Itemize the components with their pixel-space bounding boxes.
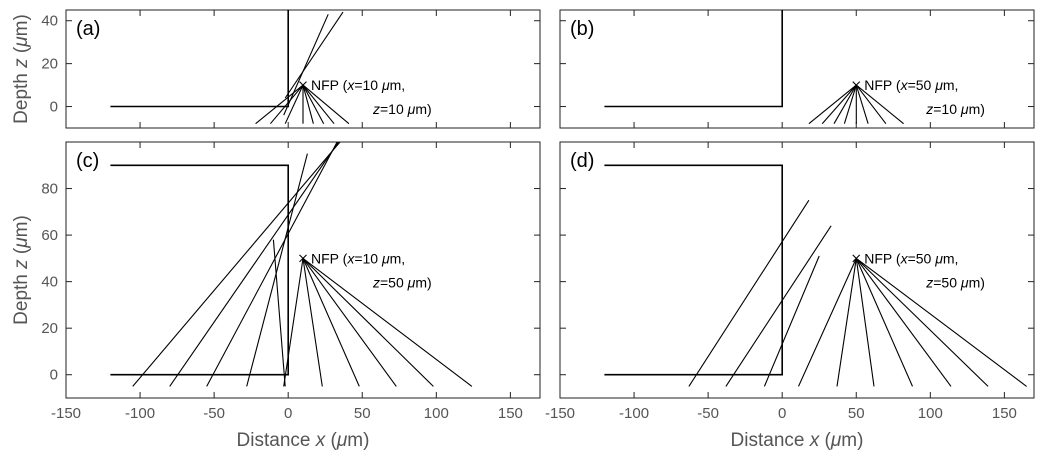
- y-tick-label: 40: [41, 274, 58, 291]
- y-tick-label: 20: [41, 320, 58, 337]
- ray-line: [855, 258, 914, 387]
- ray-line: [688, 199, 810, 387]
- ray-line: [821, 84, 857, 125]
- interface-line: [110, 10, 289, 108]
- ray-line: [855, 258, 875, 387]
- plot-area: [604, 164, 1027, 387]
- nfp-annotation-line1: NFP (x=10 μm,: [311, 77, 405, 93]
- panel-label: (d): [570, 150, 594, 172]
- ray-line: [725, 225, 832, 387]
- nfp-annotation-line1: NFP (x=50 μm,: [864, 77, 958, 93]
- x-tick-label: -50: [203, 405, 225, 422]
- ray-line: [206, 142, 338, 387]
- ray-line: [808, 84, 857, 125]
- panel-d: -150 -100 -50 0 50 100 150 NFP (x=50 μm, z=50 μm…: [545, 141, 1035, 451]
- axes-frame: [65, 9, 541, 129]
- plot-area: [604, 10, 904, 125]
- x-tick-label: 0: [778, 405, 786, 422]
- panel-a: 0 20 40 NFP (x=10 μm, z=10 μm) (a) Depth z (μm…: [11, 9, 541, 129]
- ray-line: [855, 84, 887, 125]
- y-tick-label: 80: [41, 181, 58, 198]
- x-tick-label: 0: [284, 405, 292, 422]
- y-axis-title: Depth z (μm): [11, 215, 32, 325]
- interface-line: [110, 164, 289, 376]
- x-tick-label: -100: [125, 405, 155, 422]
- interface-line: [604, 10, 783, 108]
- x-tick-label: 50: [354, 405, 371, 422]
- ray-line: [836, 258, 857, 387]
- panel-label: (a): [76, 18, 100, 40]
- axes-frame: [559, 9, 1035, 129]
- y-axis-title: Depth z (μm): [11, 14, 32, 124]
- nfp-marker: [852, 254, 861, 263]
- panel-c: -150 -100 -50 0 50 100 150 0 20 40 60 80 NFP (x=10 μ…: [11, 141, 541, 451]
- ray-line: [283, 258, 304, 387]
- ray-line: [302, 84, 325, 124]
- ray-line: [797, 258, 857, 387]
- plot-area: [110, 10, 350, 125]
- ray-line: [855, 258, 989, 387]
- ray-line: [169, 142, 339, 387]
- nfp-annotation-line1: NFP (x=50 μm,: [864, 250, 958, 266]
- x-tick-label: -150: [51, 405, 81, 422]
- ray-line: [302, 84, 350, 125]
- ray-line: [763, 255, 820, 387]
- ray-line: [302, 84, 314, 124]
- ray-line: [302, 257, 473, 387]
- ray-line: [302, 258, 323, 387]
- x-tick-label: 100: [424, 405, 449, 422]
- x-axis-title: Distance x (μm): [731, 430, 864, 451]
- x-tick-label: -100: [619, 405, 649, 422]
- nfp-annotation-line2: z=50 μm): [372, 274, 432, 290]
- nfp-marker: [299, 254, 307, 263]
- interface-line: [604, 164, 783, 376]
- nfp-marker: [852, 81, 861, 89]
- x-tick-label: 150: [498, 405, 523, 422]
- y-tick-label: 60: [41, 227, 58, 244]
- axes-frame: [559, 141, 1035, 399]
- nfp-annotation-line2: z=10 μm): [372, 101, 432, 117]
- x-tick-label: 150: [992, 405, 1017, 422]
- nfp-annotation-line2: z=10 μm): [925, 101, 985, 117]
- ray-line: [302, 258, 397, 387]
- ray-line: [855, 258, 952, 387]
- ray-line: [843, 84, 857, 124]
- ray-line: [246, 153, 308, 387]
- ray-line: [132, 142, 341, 387]
- axes-frame: [65, 141, 541, 399]
- panel-label: (b): [570, 18, 594, 40]
- ray-line: [855, 84, 904, 125]
- x-tick-label: -150: [545, 405, 575, 422]
- ray-line: [302, 258, 360, 387]
- ray-line: [302, 84, 335, 125]
- ray-line: [283, 14, 329, 116]
- ray-line: [255, 84, 304, 125]
- nfp-annotation-line2: z=50 μm): [925, 274, 985, 290]
- ray-line: [284, 84, 304, 124]
- plot-area: [110, 142, 473, 387]
- x-tick-label: 50: [848, 405, 865, 422]
- y-tick-label: 0: [50, 367, 58, 384]
- ray-line: [855, 84, 869, 124]
- ray-line: [833, 84, 857, 124]
- nfp-annotation-line1: NFP (x=10 μm,: [311, 250, 405, 266]
- ray-line: [855, 257, 1027, 387]
- ray-line: [272, 239, 286, 387]
- y-tick-label: 40: [41, 13, 58, 30]
- panel-label: (c): [76, 150, 99, 172]
- y-tick-label: 20: [41, 56, 58, 73]
- ray-line: [269, 84, 304, 125]
- ray-line: [284, 11, 344, 99]
- ray-line: [302, 258, 434, 387]
- nfp-marker: [299, 81, 307, 89]
- x-tick-label: 100: [918, 405, 943, 422]
- x-tick-label: -50: [697, 405, 719, 422]
- panel-b: NFP (x=50 μm, z=10 μm) (b): [559, 9, 1035, 129]
- y-tick-label: 0: [50, 99, 58, 116]
- x-axis-title: Distance x (μm): [237, 430, 370, 451]
